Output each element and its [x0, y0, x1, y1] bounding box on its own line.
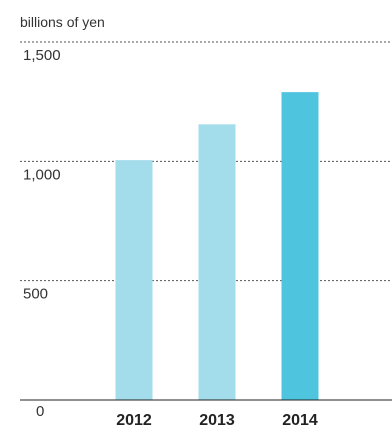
y-tick-label: 500 — [23, 286, 48, 303]
y-tick-label: 1,500 — [23, 47, 61, 64]
x-tick-label: 2012 — [116, 412, 152, 427]
x-tick-label: 2014 — [282, 412, 318, 427]
x-axis-ticks: 2012 2013 2014 — [116, 412, 318, 427]
x-tick-label: 2013 — [199, 412, 235, 427]
y-axis-ticks: 0 500 1,000 1,500 — [23, 47, 61, 420]
y-tick-label: 0 — [36, 403, 44, 420]
bar-2012 — [115, 160, 153, 400]
bar-2014 — [281, 92, 319, 401]
bars — [115, 92, 319, 401]
unit-label: billions of yen — [20, 14, 105, 30]
y-tick-label: 1,000 — [23, 166, 61, 183]
bar-2013 — [198, 124, 236, 400]
